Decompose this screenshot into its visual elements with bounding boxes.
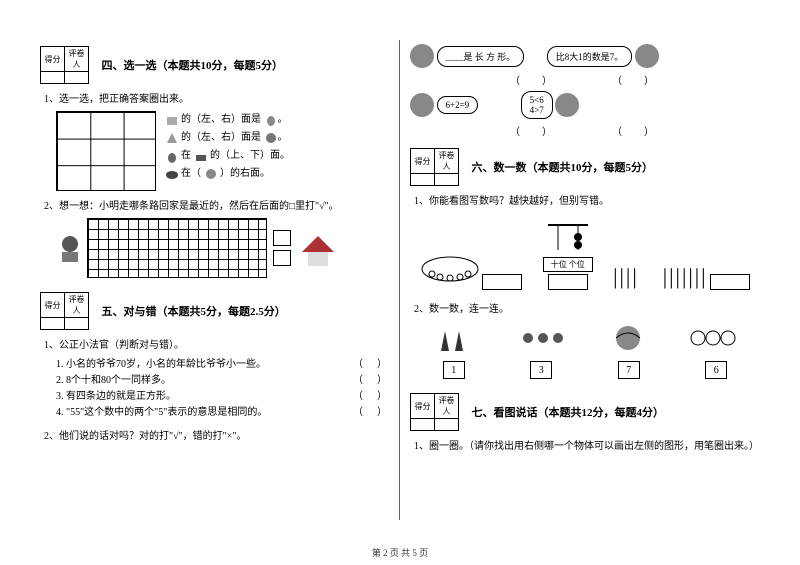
face-icon-3 <box>410 93 434 117</box>
paren-row-1[interactable]: （ ） （ ） <box>410 72 760 87</box>
section-6-header: 得分 评卷人 六、数一数（本题共10分，每题5分） <box>410 148 760 186</box>
path-grid-icon <box>87 218 267 278</box>
item-icon <box>204 167 218 181</box>
speech-bubble-1: ____是 长 方 形。 <box>437 46 525 67</box>
plant-icon <box>264 131 278 145</box>
ball-icon <box>613 323 643 353</box>
face-icon-4 <box>555 93 579 117</box>
section-7-header: 得分 评卷人 七、看图说话（本题共12分，每题4分） <box>410 393 760 431</box>
q6-2-icons <box>410 323 760 353</box>
boy-icon <box>56 234 84 262</box>
q4-1: 1、选一选，把正确答案圈出来。 <box>44 90 389 105</box>
q4-1-choices: 的（左、右）面是 。 的（左、右）面是 。 在 的（上、下）面。 在（ <box>165 111 291 183</box>
score-box-4: 得分 评卷人 <box>40 46 89 84</box>
place-value-label: 十位 个位 <box>543 257 593 272</box>
section-4-header: 得分 评卷人 四、选一选（本题共10分，每题5分） <box>40 46 389 84</box>
section-5-title: 五、对与错（本题共5分，每题2.5分） <box>102 303 286 319</box>
page-footer: 第 2 页 共 5 页 <box>0 546 800 559</box>
judge-paren-3[interactable]: （ ） <box>353 389 389 405</box>
section-4-title: 四、选一选（本题共10分，每题5分） <box>102 57 284 73</box>
q6-2: 2、数一数，连一连。 <box>414 300 760 315</box>
beads-icon <box>420 244 522 292</box>
grader-label: 评卷人 <box>65 47 89 72</box>
q6-1-figure: 十位 个位 |||| ||||||| <box>410 215 760 292</box>
tally-icon: |||| ||||||| <box>613 259 750 292</box>
score-label: 得分 <box>41 47 65 72</box>
left-column: 得分 评卷人 四、选一选（本题共10分，每题5分） 1、选一选，把正确答案圈出来… <box>30 40 400 520</box>
smileys-icon <box>688 323 738 353</box>
score-box-6: 得分 评卷人 <box>410 148 459 186</box>
judge-item-1: 1. 小名的爷爷70岁，小名的年龄比爷爷小一些。 <box>56 359 266 370</box>
speech-bubble-4: 5<6 4>7 <box>521 91 553 119</box>
num-box-1[interactable]: 1 <box>443 361 465 379</box>
judge-paren-4[interactable]: （ ） <box>353 405 389 421</box>
q5-1: 1、公正小法官（判断对与错）。 <box>44 336 389 351</box>
count-answer-2[interactable] <box>548 274 588 290</box>
nine-grid-icon <box>56 111 156 191</box>
section-6-title: 六、数一数（本题共10分，每题5分） <box>472 159 654 175</box>
judge-item-2: 2. 8个十和80个一同样多。 <box>56 375 171 386</box>
q4-1-figure: 的（左、右）面是 。 的（左、右）面是 。 在 的（上、下）面。 在（ <box>56 111 389 191</box>
answer-box-1[interactable] <box>273 230 291 246</box>
answer-box-2[interactable] <box>273 250 291 266</box>
pineapple-icon <box>165 149 179 163</box>
judge-item-4: 4. "55"这个数中的两个"5"表示的意思是相同的。 <box>56 407 267 418</box>
judge-paren-1[interactable]: （ ） <box>353 357 389 373</box>
q6-2-numbers: 1 3 7 6 <box>410 361 760 379</box>
melon-icon <box>165 167 179 181</box>
q6-1: 1、你能看图写数吗？越快越好，但别写错。 <box>414 192 760 207</box>
num-box-3[interactable]: 7 <box>618 361 640 379</box>
vase-icon <box>264 113 278 127</box>
speech-bubble-2: 比8大1的数是7。 <box>547 46 633 67</box>
right-column: ____是 长 方 形。 比8大1的数是7。 （ ） （ ） 6+2=9 5<6… <box>400 40 770 520</box>
q5-2: 2、他们说的话对吗？对的打"√"，错的打"×"。 <box>44 427 389 442</box>
cup-icon <box>165 113 179 127</box>
fan-icon <box>165 131 179 145</box>
q4-2: 2、想一想：小明走哪条路回家是最近的，然后在后面的□里打"√"。 <box>44 197 389 212</box>
face-icon-1 <box>410 44 434 68</box>
q7-1: 1、圈一圈。（请你找出用右侧哪一个物体可以画出左侧的图形，用笔圈出来。） <box>414 437 760 452</box>
section-5-header: 得分 评卷人 五、对与错（本题共5分，每题2.5分） <box>40 292 389 330</box>
num-box-2[interactable]: 3 <box>530 361 552 379</box>
speech-bubble-3: 6+2=9 <box>437 96 479 114</box>
flies-icon <box>518 323 568 353</box>
pot-icon <box>194 149 208 163</box>
section-7-title: 七、看图说话（本题共12分，每题4分） <box>472 404 665 420</box>
rockets-icon <box>433 323 473 353</box>
paren-row-2[interactable]: （ ） （ ） <box>410 123 760 138</box>
bubble-group: ____是 长 方 形。 比8大1的数是7。 （ ） （ ） 6+2=9 5<6… <box>410 44 760 138</box>
num-box-4[interactable]: 6 <box>705 361 727 379</box>
score-box-5: 得分 评卷人 <box>40 292 89 330</box>
q4-2-figure <box>56 218 389 278</box>
face-icon-2 <box>635 44 659 68</box>
judge-paren-2[interactable]: （ ） <box>353 373 389 389</box>
count-answer-1[interactable] <box>482 274 522 290</box>
abacus-icon: 十位 个位 <box>543 215 593 292</box>
count-answer-3[interactable] <box>710 274 750 290</box>
house-icon <box>298 228 338 268</box>
q5-1-items: 1. 小名的爷爷70岁，小名的年龄比爷爷小一些。 （ ） 2. 8个十和80个一同… <box>56 357 389 421</box>
judge-item-3: 3. 有四条边的就是正方形。 <box>56 391 176 402</box>
score-box-7: 得分 评卷人 <box>410 393 459 431</box>
